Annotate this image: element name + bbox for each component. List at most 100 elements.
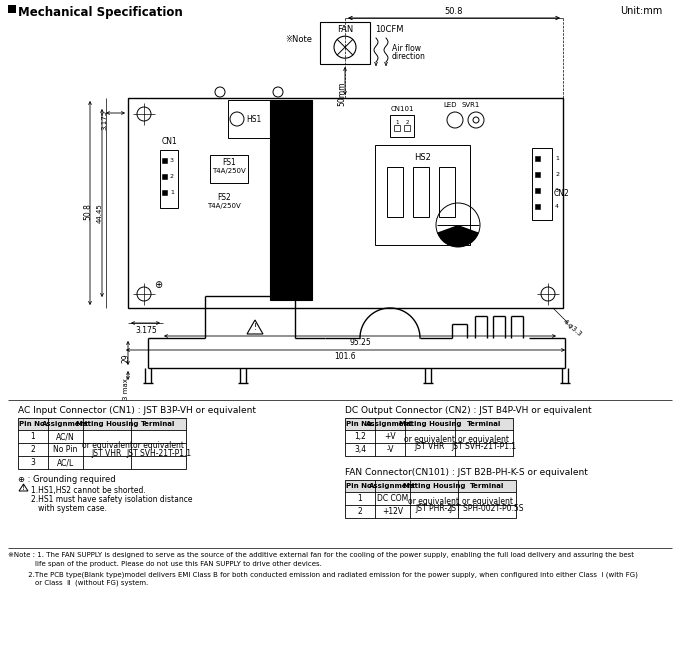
Text: Assignment: Assignment [369, 483, 416, 489]
Bar [394, 125, 400, 131]
Text: AC Input Connector (CN1) : JST B3P-VH or equivalent: AC Input Connector (CN1) : JST B3P-VH or… [18, 406, 256, 415]
Wedge shape [437, 225, 479, 247]
Text: or equivalent: or equivalent [405, 435, 456, 444]
Bar [535, 172, 540, 177]
Text: 50.8: 50.8 [445, 7, 463, 16]
Text: FS2: FS2 [217, 193, 231, 202]
Text: 2: 2 [31, 445, 35, 454]
Text: 4: 4 [555, 203, 559, 209]
Bar [18, 418, 186, 430]
Text: life span of the product. Please do not use this FAN SUPPLY to drive other devic: life span of the product. Please do not … [8, 561, 322, 567]
Text: JST VHR: JST VHR [415, 442, 445, 451]
Text: JST VHR: JST VHR [92, 448, 122, 458]
Text: 44.45: 44.45 [97, 203, 103, 223]
Text: 2: 2 [358, 507, 362, 516]
Text: FAN: FAN [337, 25, 353, 34]
Text: 29: 29 [122, 353, 131, 363]
Text: or equivalent: or equivalent [458, 435, 509, 444]
Text: 3.175: 3.175 [135, 326, 157, 335]
Bar [413, 167, 429, 217]
Text: FAN Connector(CN101) : JST B2B-PH-K-S or equivalent: FAN Connector(CN101) : JST B2B-PH-K-S or… [345, 468, 588, 477]
Text: Unit:mm: Unit:mm [620, 6, 662, 16]
Text: 50mm: 50mm [337, 81, 347, 106]
Text: FS1: FS1 [222, 158, 236, 167]
Text: JST PHR-2: JST PHR-2 [415, 504, 452, 513]
Text: with system case.: with system case. [31, 504, 107, 513]
Text: 3: 3 [555, 187, 559, 193]
Bar [345, 480, 516, 492]
Text: CN2: CN2 [554, 189, 570, 199]
Text: !: ! [22, 485, 25, 491]
Text: JST SVH-21T-P1.1: JST SVH-21T-P1.1 [452, 442, 517, 451]
Bar [162, 190, 167, 195]
Text: 2.HS1 must have safety isolation distance: 2.HS1 must have safety isolation distanc… [31, 495, 192, 504]
Bar [228, 100, 270, 138]
Text: Pin No.: Pin No. [345, 483, 374, 489]
Text: 3: 3 [31, 458, 35, 467]
Text: 2: 2 [170, 173, 174, 179]
Text: -V: -V [386, 445, 394, 454]
Text: or equivalent: or equivalent [462, 497, 513, 506]
Text: 2: 2 [405, 120, 409, 125]
Text: Mating Housing: Mating Housing [75, 421, 138, 427]
Bar [18, 418, 186, 469]
Text: DC COM: DC COM [377, 494, 408, 503]
Text: Assignment: Assignment [367, 421, 413, 427]
Bar [535, 156, 540, 161]
Bar [8, 5, 16, 13]
Text: 1: 1 [170, 189, 174, 195]
Text: 3 max.: 3 max. [123, 376, 129, 400]
Text: Mating Housing: Mating Housing [398, 421, 461, 427]
Text: 1.HS1,HS2 cannot be shorted.: 1.HS1,HS2 cannot be shorted. [31, 486, 146, 495]
Text: ⊕: ⊕ [154, 280, 162, 290]
Bar [160, 150, 178, 208]
Bar [345, 418, 513, 456]
Text: CN1: CN1 [161, 137, 177, 146]
Text: 2: 2 [555, 171, 559, 177]
Bar [532, 148, 552, 220]
Bar [162, 174, 167, 179]
Text: Terminal: Terminal [466, 421, 501, 427]
Text: Air flow: Air flow [392, 44, 421, 53]
Text: LED: LED [443, 102, 457, 108]
Text: 2.The PCB type(Blank type)model delivers EMI Class B for both conducted emission: 2.The PCB type(Blank type)model delivers… [8, 571, 638, 577]
Bar [270, 100, 312, 300]
Text: 50.8: 50.8 [84, 203, 92, 220]
Text: +12V: +12V [382, 507, 403, 516]
Text: HS2: HS2 [414, 153, 431, 162]
Text: 1: 1 [395, 120, 398, 125]
Text: Mating Housing: Mating Housing [403, 483, 465, 489]
Text: 4-φ3.3: 4-φ3.3 [562, 318, 583, 337]
Text: 3.175: 3.175 [101, 110, 107, 130]
Text: Mechanical Specification: Mechanical Specification [18, 6, 183, 19]
Text: 3: 3 [170, 157, 174, 163]
Bar [439, 167, 455, 217]
Text: Pin No.: Pin No. [345, 421, 374, 427]
Bar [375, 145, 470, 245]
Text: ※Note : 1. The FAN SUPPLY is designed to serve as the source of the additive ext: ※Note : 1. The FAN SUPPLY is designed to… [8, 552, 634, 558]
Text: HS1: HS1 [246, 114, 262, 124]
Text: CN101: CN101 [390, 106, 413, 112]
Text: or equivalent: or equivalent [133, 442, 184, 450]
Text: T4A/250V: T4A/250V [207, 203, 241, 209]
Text: Terminal: Terminal [470, 483, 504, 489]
Text: JST SPH-002T-P0.5S: JST SPH-002T-P0.5S [449, 504, 524, 513]
Text: DC Output Connector (CN2) : JST B4P-VH or equivalent: DC Output Connector (CN2) : JST B4P-VH o… [345, 406, 592, 415]
Bar [128, 98, 563, 308]
Text: direction: direction [392, 52, 426, 61]
Bar [345, 418, 513, 430]
Text: ⊕ : Grounding required: ⊕ : Grounding required [18, 475, 116, 484]
Text: AC/L: AC/L [57, 458, 74, 467]
Text: +V: +V [384, 432, 396, 441]
Text: SVR1: SVR1 [462, 102, 480, 108]
Text: JST SVH-21T-P1.1: JST SVH-21T-P1.1 [126, 448, 191, 458]
Bar [210, 155, 248, 183]
Bar [535, 204, 540, 209]
Text: 1: 1 [358, 494, 362, 503]
Text: 10CFM: 10CFM [375, 25, 403, 34]
Text: ※Note: ※Note [285, 35, 312, 44]
Text: !: ! [254, 323, 256, 332]
Text: T4A/250V: T4A/250V [212, 168, 246, 174]
Text: Assignment: Assignment [42, 421, 89, 427]
Bar [404, 125, 410, 131]
